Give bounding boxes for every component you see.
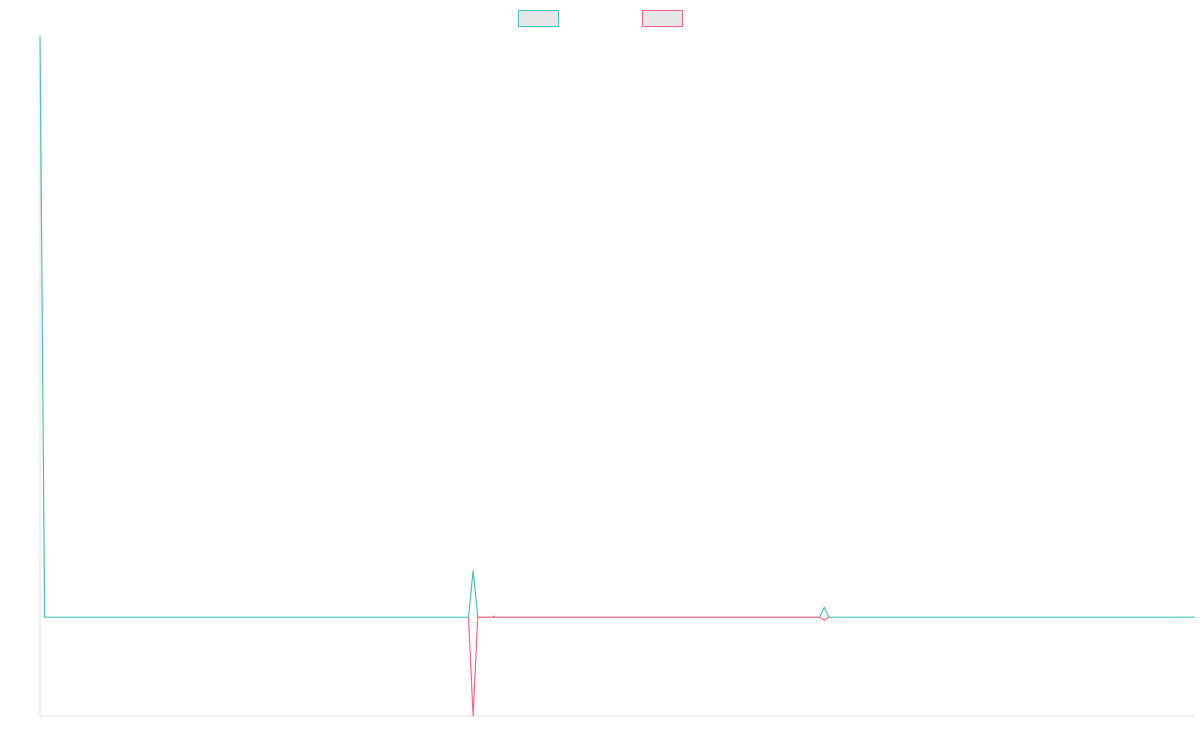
series-line-2 <box>467 615 830 717</box>
legend-swatch-2[interactable] <box>642 10 683 27</box>
legend-swatch-1[interactable] <box>518 10 559 27</box>
chart-legend <box>518 10 683 27</box>
chart-axes <box>39 36 1195 717</box>
chart-series-layer <box>39 35 1195 717</box>
series-line-1 <box>39 35 1195 618</box>
